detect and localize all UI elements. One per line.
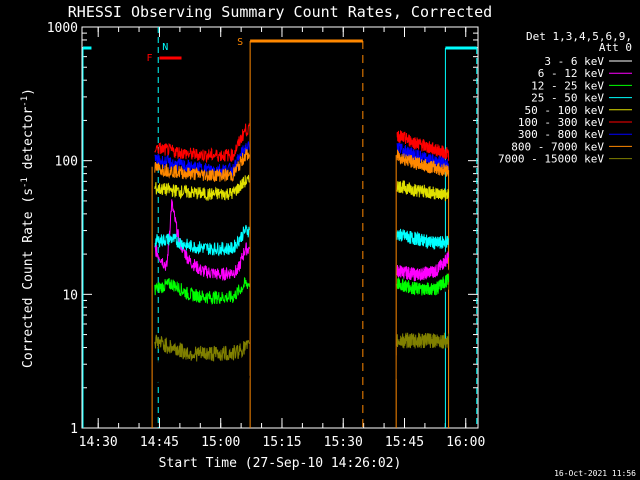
- night-flag-label: N: [162, 42, 168, 53]
- series-line: [154, 332, 450, 362]
- series-line: [154, 174, 450, 202]
- y-tick-label: 1: [70, 422, 78, 437]
- legend-entry-label: 100 - 300 keV: [518, 116, 604, 129]
- series-line: [154, 224, 450, 257]
- series-line: [154, 148, 450, 182]
- chart-title: RHESSI Observing Summary Count Rates, Co…: [68, 3, 492, 21]
- series-group: [153, 123, 450, 407]
- series-line: [154, 273, 450, 305]
- y-axis-label: Corrected Count Rate (s-1 detector-1): [20, 88, 36, 368]
- legend-header-detectors: Det 1,3,4,5,6,9,: [526, 30, 632, 43]
- legend-entry-label: 300 - 800 keV: [518, 128, 604, 141]
- legend-entry-label: 7000 - 15000 keV: [498, 153, 604, 166]
- footer-timestamp: 16-Oct-2021 11:56: [554, 469, 636, 478]
- x-tick-label: 16:00: [446, 435, 485, 450]
- flare-flag-label: F: [146, 53, 152, 64]
- x-tick-label: 15:15: [262, 435, 301, 450]
- y-tick-label: 1000: [47, 21, 78, 36]
- y-tick-label: 10: [62, 288, 78, 303]
- x-axis: 14:30 14:45 15:00 15:15 15:30 15:45 16:00: [79, 27, 485, 450]
- y-tick-label: 100: [55, 155, 78, 170]
- x-tick-label: 15:00: [201, 435, 240, 450]
- legend-entry-label: 12 - 25 keV: [531, 79, 604, 92]
- legend-entry-label: 50 - 100 keV: [525, 104, 605, 117]
- legend-entry-label: 6 - 12 keV: [538, 67, 605, 80]
- legend-entry-label: 25 - 50 keV: [531, 92, 604, 105]
- x-tick-label: 15:45: [385, 435, 424, 450]
- plot-frame: [81, 26, 479, 429]
- x-tick-label: 14:30: [79, 435, 118, 450]
- x-tick-label: 14:45: [140, 435, 179, 450]
- y-axis: 1 10 100 1000: [47, 21, 478, 437]
- series-line: [154, 199, 450, 282]
- legend-header-attenuator: Att 0: [599, 41, 632, 54]
- legend-entry-label: 800 - 7000 keV: [511, 140, 604, 153]
- x-tick-label: 15:30: [324, 435, 363, 450]
- series-line: [154, 123, 450, 164]
- x-axis-label: Start Time (27-Sep-10 14:26:02): [159, 456, 402, 471]
- legend-entry-label: 3 - 6 keV: [544, 55, 604, 68]
- saa-flag-label: S: [237, 37, 243, 48]
